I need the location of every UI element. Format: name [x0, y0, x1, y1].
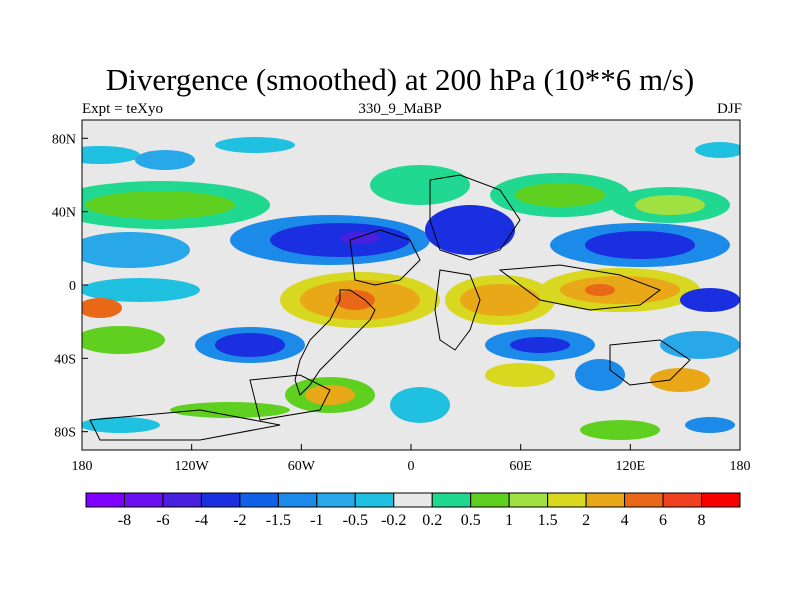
x-tick-label: 0 — [408, 459, 415, 474]
y-tick-labels: 80N 40N 0 40S 80S — [52, 132, 76, 440]
colorbar-label: 2 — [582, 512, 590, 529]
y-tick-label: 80S — [54, 426, 76, 441]
colorbar-box — [585, 492, 626, 508]
y-tick-label: 40N — [52, 206, 76, 221]
colorbar-box — [624, 492, 664, 508]
contour-blob — [515, 183, 605, 207]
contour-blob — [575, 359, 625, 391]
x-tick-label: 60E — [509, 459, 532, 474]
colorbar-label: -4 — [195, 512, 208, 529]
colorbar-label: -6 — [156, 512, 169, 529]
colorbar-box — [162, 492, 202, 508]
colorbar-boxes — [85, 492, 741, 508]
colorbar-label: 4 — [621, 512, 629, 529]
colorbar-box — [393, 492, 433, 508]
colorbar-box — [508, 492, 549, 508]
x-tick-labels: 180 120W 60W 0 60E 120E 180 — [72, 459, 751, 474]
colorbar-box — [701, 492, 741, 508]
contour-blob — [82, 417, 160, 433]
colorbar-box — [277, 492, 318, 508]
colorbar-label: -1 — [310, 512, 323, 529]
contour-blob — [510, 337, 570, 353]
x-tick-label: 180 — [730, 459, 751, 474]
contour-blob — [82, 146, 140, 164]
contour-blob — [215, 333, 285, 357]
contour-blob — [370, 165, 470, 205]
continent-outline — [249, 374, 331, 421]
colorbar-label: -8 — [118, 512, 131, 529]
contour-blob — [660, 331, 740, 359]
experiment-label: Expt = teXyo — [82, 101, 163, 117]
x-tick-label: 120W — [175, 459, 210, 474]
contour-blob — [215, 137, 295, 153]
continent-outline — [434, 269, 481, 351]
contour-blob — [485, 363, 555, 387]
colorbar-label: 6 — [659, 512, 667, 529]
contour-blob — [82, 298, 122, 318]
continent-outlines — [89, 174, 691, 441]
chart-title: Divergence (smoothed) at 200 hPa (10**6 … — [105, 62, 695, 97]
contour-blob — [635, 195, 705, 215]
colorbar-box — [470, 492, 510, 508]
colorbar-box — [662, 492, 703, 508]
colorbar-box — [239, 492, 279, 508]
colorbar-label: -0.2 — [381, 512, 406, 529]
contour-blob — [680, 288, 740, 312]
continent-outline — [294, 289, 376, 396]
y-tick-label: 40S — [54, 352, 76, 367]
continent-outline — [349, 229, 421, 286]
contour-blob — [460, 284, 540, 316]
contour-blob — [390, 387, 450, 423]
continent-outline — [609, 339, 691, 386]
contour-blob — [135, 150, 195, 170]
contour-blob — [305, 385, 355, 405]
colorbar-label: 8 — [698, 512, 706, 529]
contour-blob — [695, 142, 740, 158]
contour-blob — [82, 278, 200, 302]
colorbar-box — [123, 492, 164, 508]
colorbar-box — [316, 492, 356, 508]
y-tick-label: 80N — [52, 132, 76, 147]
colorbar-label: 0.5 — [461, 512, 481, 529]
contour-blob — [335, 290, 375, 310]
contour-blob — [425, 205, 515, 255]
continent-outline — [89, 409, 281, 441]
contour-blob — [650, 368, 710, 392]
colorbar-label: 0.2 — [422, 512, 442, 529]
x-tick-label: 60W — [288, 459, 316, 474]
colorbar-label: -2 — [233, 512, 246, 529]
colorbar-box — [85, 492, 125, 508]
contour-blob — [580, 420, 660, 440]
contour-blob — [170, 402, 290, 418]
continent-outline — [429, 174, 521, 261]
contour-fields — [82, 137, 740, 440]
x-tick-label: 120E — [616, 459, 646, 474]
colorbar-label: -0.5 — [343, 512, 368, 529]
continent-outline — [498, 264, 662, 311]
contour-blob — [685, 417, 735, 433]
axis-ticks — [81, 137, 741, 450]
colorbar-label: -1.5 — [266, 512, 291, 529]
season-label: DJF — [716, 101, 742, 117]
run-label: 330_9_MaBP — [358, 101, 442, 117]
contour-blob — [82, 232, 190, 268]
contour-blob — [585, 284, 615, 296]
contour-blob — [585, 231, 695, 259]
colorbar-labels: -8 -6 -4 -2 -1.5 -1 -0.5 -0.2 0.2 0.5 1 1.5 2 4 6 8 — [118, 512, 706, 529]
x-tick-label: 180 — [72, 459, 93, 474]
colorbar-box — [200, 492, 241, 508]
colorbar-box — [354, 492, 395, 508]
contour-blob — [82, 326, 165, 354]
colorbar-label: 1 — [505, 512, 513, 529]
colorbar-box — [547, 492, 587, 508]
colorbar-label: 1.5 — [538, 512, 558, 529]
y-tick-label: 0 — [69, 279, 76, 294]
colorbar-box — [431, 492, 472, 508]
contour-blob — [85, 191, 235, 219]
